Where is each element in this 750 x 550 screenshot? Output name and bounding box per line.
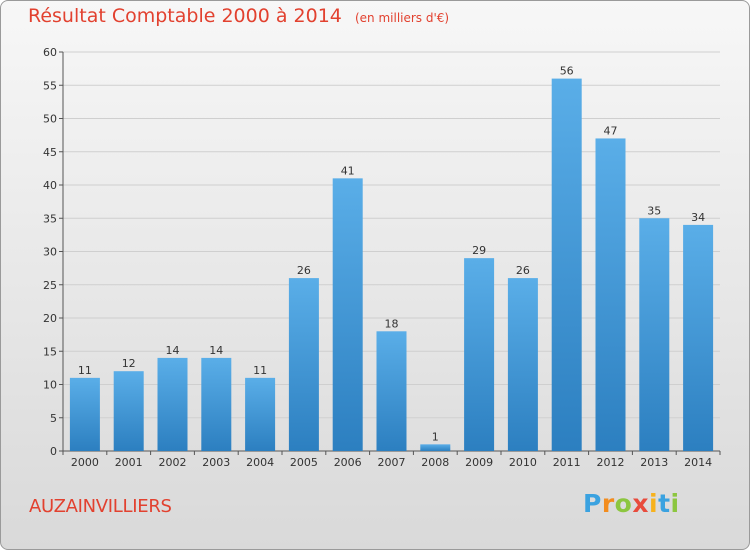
logo-letter: P [583,489,602,518]
bar [157,357,188,451]
x-tick-label: 2007 [378,456,406,469]
bar [69,377,100,451]
y-tick-label: 60 [43,46,57,59]
y-tick-label: 35 [43,212,57,225]
bars [69,78,714,451]
logo-letter: t [658,489,671,518]
x-tick-label: 2009 [465,456,493,469]
bar [420,444,451,451]
y-tick-label: 15 [43,345,57,358]
value-label: 18 [385,317,399,330]
bar [288,278,319,451]
x-tick-label: 2002 [159,456,187,469]
bar [201,357,232,451]
labels: 0 5 10 15 20 25 30 35 40 45 50 55 60 11 2000 12 2001 14 20… [43,46,712,469]
bar [464,258,495,451]
x-tick-label: 2010 [509,456,537,469]
y-tick-label: 5 [50,412,57,425]
logo-letter: i [649,489,659,518]
bar [683,224,714,451]
chart-subtitle: (en milliers d'€) [354,11,450,25]
y-tick-label: 40 [43,179,57,192]
logo-letter: o [614,489,633,518]
value-label: 11 [253,364,267,377]
x-tick-label: 2013 [640,456,668,469]
x-tick-label: 2005 [290,456,318,469]
y-tick-label: 10 [43,379,57,392]
x-tick-label: 2003 [202,456,230,469]
bar [376,331,407,451]
bar [639,218,670,451]
chart-title: Résultat Comptable 2000 à 2014 [28,5,342,27]
bar [551,78,582,451]
x-tick-label: 2011 [553,456,581,469]
value-label: 14 [209,344,223,357]
bar [113,371,144,451]
value-label: 47 [604,124,618,137]
y-tick-label: 0 [50,445,57,458]
commune-name: AUZAINVILLIERS [29,496,172,517]
y-tick-label: 45 [43,146,57,159]
value-label: 56 [560,65,574,78]
logo-letter: x [632,489,649,518]
title-row: Résultat Comptable 2000 à 2014 (en milli… [28,5,449,27]
x-tick-label: 2006 [334,456,362,469]
bar [595,138,626,451]
value-label: 35 [647,204,661,217]
value-label: 26 [297,264,311,277]
bar [245,377,276,451]
logo-letter: i [670,489,680,518]
x-tick-label: 2000 [71,456,99,469]
value-label: 26 [516,264,530,277]
x-tick-label: 2004 [246,456,274,469]
y-tick-label: 55 [43,79,57,92]
x-tick-label: 2012 [597,456,625,469]
x-tick-label: 2008 [421,456,449,469]
proxiti-logo[interactable]: Proxiti [583,489,680,518]
y-tick-label: 30 [43,246,57,259]
bar [507,278,538,451]
y-tick-label: 20 [43,312,57,325]
y-tick-label: 25 [43,279,57,292]
value-label: 41 [341,164,355,177]
bar [332,178,363,451]
value-label: 11 [78,364,92,377]
value-label: 1 [432,430,439,443]
x-tick-label: 2001 [115,456,143,469]
logo-letter: r [601,489,615,518]
y-tick-label: 50 [43,113,57,126]
value-label: 12 [122,357,136,370]
value-label: 14 [166,344,180,357]
value-label: 29 [472,244,486,257]
value-label: 34 [691,211,705,224]
x-tick-label: 2014 [684,456,712,469]
